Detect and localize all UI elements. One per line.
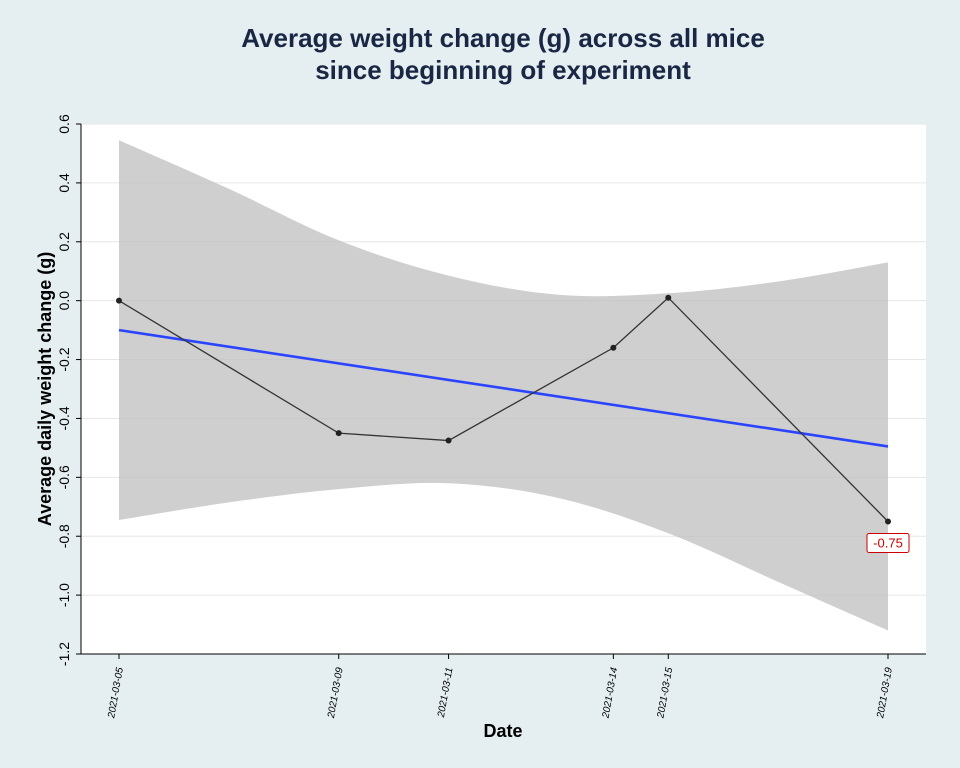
y-tick-label: -1.2 — [56, 642, 72, 666]
data-point — [335, 430, 342, 437]
y-tick-label: 0.4 — [56, 173, 72, 193]
chart-title-line-1: Average weight change (g) across all mic… — [241, 23, 765, 53]
data-line — [118, 296, 889, 522]
y-tick-label: -0.4 — [56, 406, 72, 430]
y-tick-label: 0.0 — [56, 291, 72, 311]
fit-line — [118, 328, 889, 448]
data-point — [445, 437, 452, 444]
data-point — [665, 294, 672, 301]
annotation-label: -0.75 — [873, 536, 903, 551]
y-tick-label: 0.6 — [56, 114, 72, 134]
data-point — [610, 344, 617, 351]
annotation-layer: -0.75 — [866, 533, 910, 553]
data-point — [116, 297, 122, 304]
confidence-band — [119, 140, 888, 631]
y-tick-label: -1.0 — [56, 583, 72, 607]
annotation-box — [866, 533, 910, 553]
y-axis-ticks: -1.2 -1.0 -0.8 -0.6 -0.4 -0.2 0.0 0.2 0.4 0.6 — [56, 114, 81, 666]
y-tick-label: 0.2 — [56, 232, 72, 252]
y-axis-label: Average daily weight change (g) — [35, 252, 55, 526]
y-tick-label: -0.6 — [56, 465, 72, 489]
y-tick-label: -0.2 — [56, 347, 72, 371]
data-point — [885, 518, 891, 525]
data-points — [116, 294, 891, 525]
x-axis-label: Date — [483, 721, 522, 741]
y-tick-label: -0.8 — [56, 524, 72, 548]
chart-title-line-2: since beginning of experiment — [315, 55, 691, 85]
